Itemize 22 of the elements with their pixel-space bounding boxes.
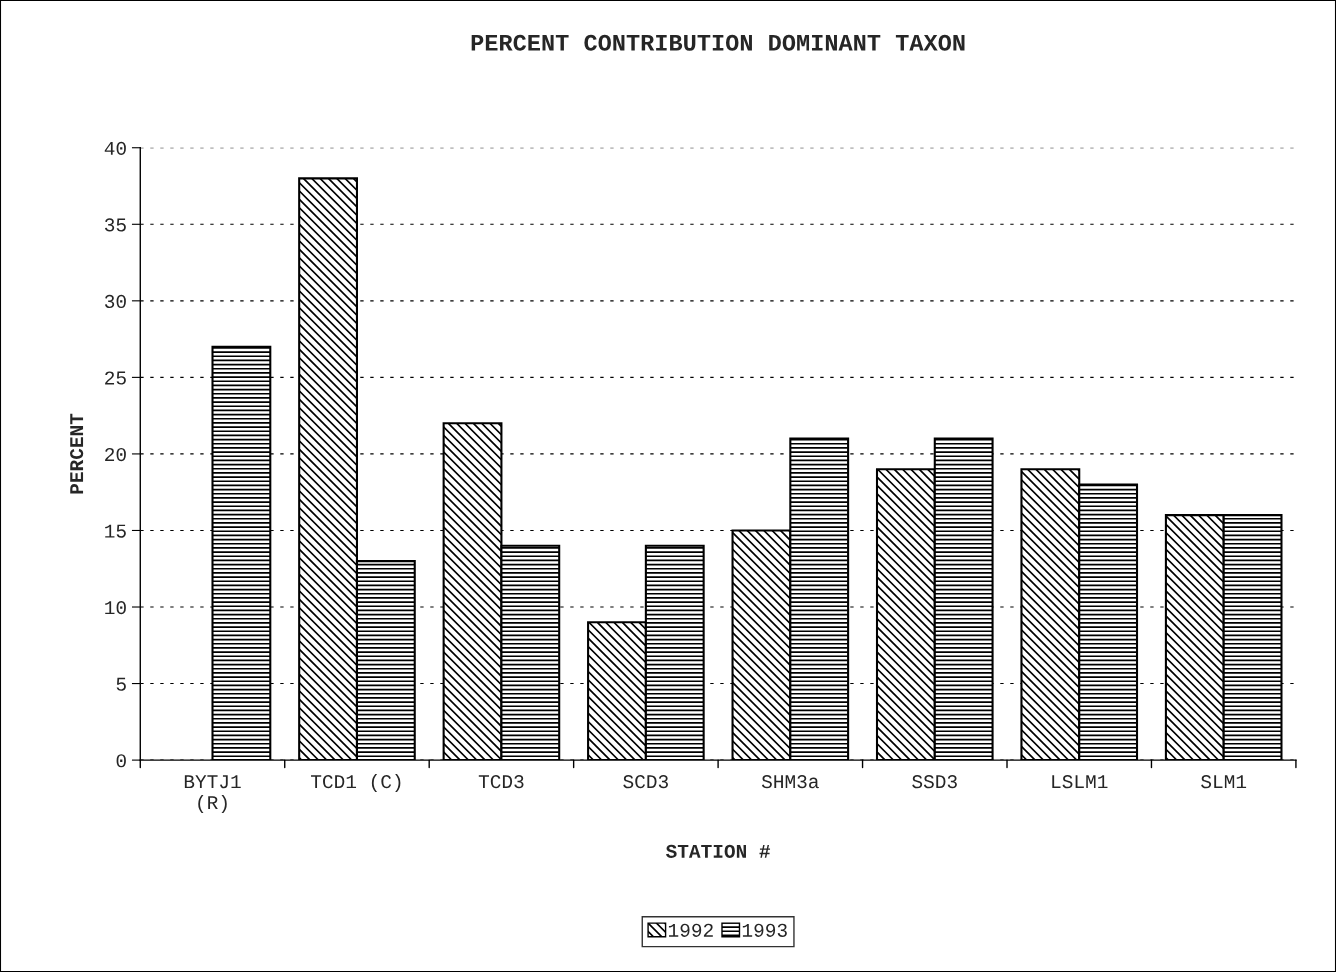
x-tick-label: SLM1 — [1201, 775, 1247, 789]
y-tick-label: 0 — [116, 754, 126, 768]
y-axis-title: PERCENT — [70, 413, 84, 494]
x-tick-label: TCD3 — [478, 775, 524, 789]
x-tick-label: BYTJ1 (R) — [184, 775, 241, 814]
x-tick-label: SHM3a — [761, 775, 819, 789]
chart-title: PERCENT CONTRIBUTION DOMINANT TAXON — [471, 34, 965, 51]
y-tick-label: 15 — [105, 524, 126, 538]
legend-label: 1993 — [742, 923, 787, 937]
legend-label: 1992 — [668, 923, 713, 937]
y-tick-label: 5 — [116, 677, 126, 691]
y-tick-label: 20 — [105, 447, 126, 462]
y-tick-label: 25 — [105, 371, 126, 385]
y-tick-label: 30 — [104, 294, 126, 309]
x-tick-label: TCD1 (C) — [311, 773, 401, 793]
y-tick-label: 10 — [105, 601, 126, 615]
y-tick-label: 40 — [104, 141, 126, 155]
y-tick-label: 35 — [104, 218, 126, 232]
x-tick-label: SCD3 — [623, 775, 668, 789]
x-tick-label: SSD3 — [912, 775, 957, 789]
x-tick-label: LSLM1 — [1052, 775, 1108, 789]
x-axis-title: STATION # — [665, 844, 771, 858]
